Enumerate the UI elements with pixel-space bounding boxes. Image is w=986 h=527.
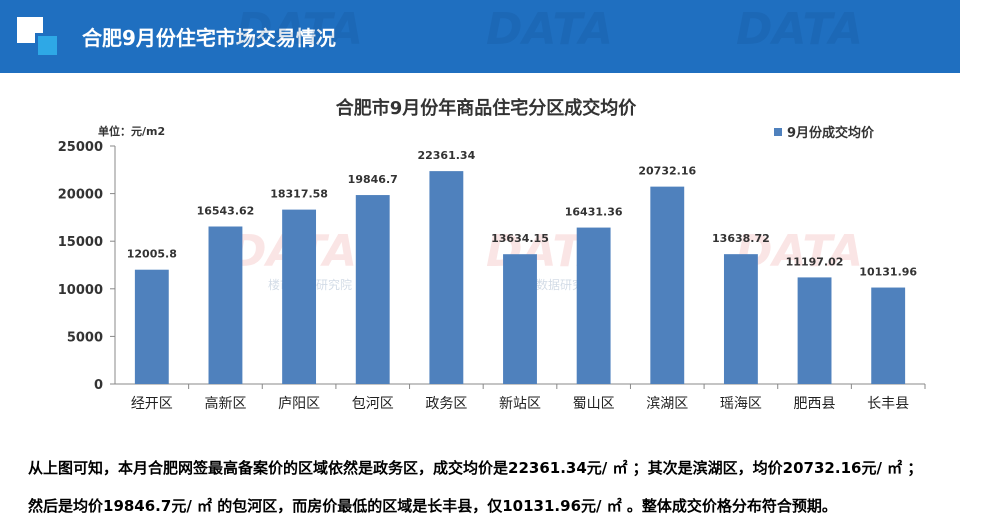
y-tick-label: 5000 xyxy=(67,330,103,345)
bar xyxy=(282,209,317,384)
legend-label: 9月份成交均价 xyxy=(787,125,875,141)
bar xyxy=(576,227,611,384)
category-label: 滨湖区 xyxy=(646,396,688,412)
bar xyxy=(134,269,169,384)
y-tick-label: 0 xyxy=(94,378,103,393)
bar xyxy=(429,171,464,384)
bar xyxy=(871,287,906,384)
logo-square-blue xyxy=(35,33,60,58)
data-label: 11197.02 xyxy=(786,255,844,268)
data-label: 20732.16 xyxy=(638,165,696,178)
bar-chart: 合肥市9月份年商品住宅分区成交均价 单位：元/m2 9月份成交均价 0 5000 1… xyxy=(58,97,926,412)
data-label: 10131.96 xyxy=(859,266,917,279)
watermark: DATA xyxy=(736,4,864,55)
data-label: 13638.72 xyxy=(712,232,770,245)
category-label: 庐阳区 xyxy=(278,396,320,412)
category-label: 经开区 xyxy=(131,396,173,412)
category-label: 政务区 xyxy=(425,396,467,412)
unit-label: 单位：元/m2 xyxy=(98,124,165,138)
category-label: 高新区 xyxy=(204,395,246,412)
category-label: 长丰县 xyxy=(867,396,909,412)
category-label: 肥西县 xyxy=(794,396,836,412)
watermark: DATA xyxy=(486,4,614,55)
y-tick-label: 25000 xyxy=(58,140,103,155)
summary-line-2: 然后是均价19846.7元/ ㎡ 的包河区，而房价最低的区域是长丰县，仅1013… xyxy=(28,497,837,515)
data-label: 13634.15 xyxy=(491,232,549,245)
data-label: 22361.34 xyxy=(417,149,475,162)
bar xyxy=(208,226,243,384)
y-tick-label: 20000 xyxy=(58,188,103,203)
legend-swatch xyxy=(774,128,782,136)
category-label: 蜀山区 xyxy=(573,396,615,412)
category-label: 包河区 xyxy=(352,396,394,412)
page-title: 合肥9月份住宅市场交易情况 xyxy=(82,26,336,50)
bar xyxy=(503,254,537,384)
bar xyxy=(797,277,832,384)
data-label: 19846.7 xyxy=(348,173,398,186)
watermark: DATA xyxy=(236,4,364,55)
bar xyxy=(355,195,390,384)
y-tick-label: 10000 xyxy=(58,283,103,298)
chart-title: 合肥市9月份年商品住宅分区成交均价 xyxy=(336,97,638,119)
header-banner: 合肥9月份住宅市场交易情况 xyxy=(0,0,960,73)
y-tick-label: 15000 xyxy=(58,235,103,250)
header-right-strip xyxy=(960,0,986,73)
data-label: 16431.36 xyxy=(565,206,623,219)
category-label: 新站区 xyxy=(499,396,541,412)
data-label: 12005.8 xyxy=(127,248,177,261)
bar xyxy=(723,254,758,384)
data-label: 18317.58 xyxy=(270,188,328,201)
bar xyxy=(650,186,685,384)
data-label: 16543.62 xyxy=(197,205,255,218)
category-label: 瑶海区 xyxy=(720,396,762,412)
summary-line-1: 从上图可知，本月合肥网签最高备案价的区域依然是政务区，成交均价是22361.34… xyxy=(28,459,923,477)
